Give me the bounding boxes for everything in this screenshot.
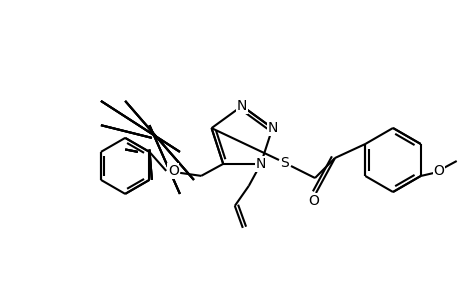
Text: O: O — [168, 164, 178, 178]
Text: O: O — [308, 194, 319, 208]
Text: N: N — [255, 157, 265, 171]
Text: O: O — [432, 164, 443, 178]
Text: N: N — [267, 121, 277, 135]
Text: N: N — [236, 99, 246, 113]
Text: S: S — [280, 156, 289, 170]
